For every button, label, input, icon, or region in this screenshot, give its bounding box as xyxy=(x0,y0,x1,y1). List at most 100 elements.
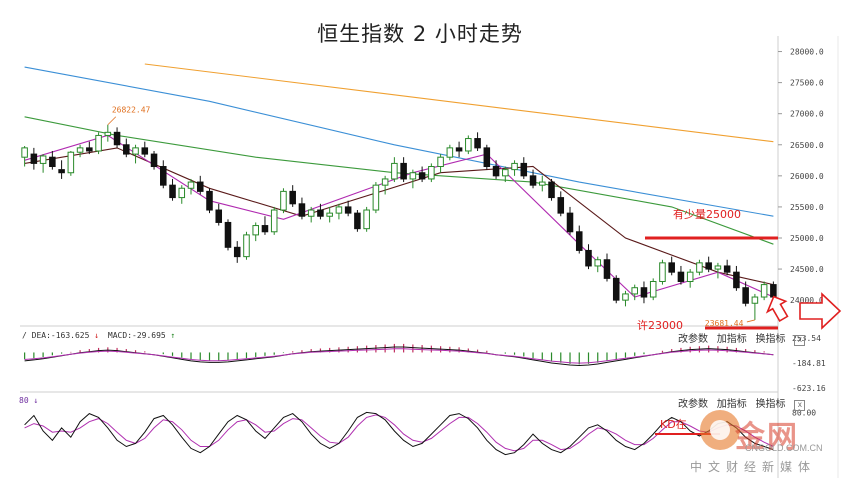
candle-body xyxy=(307,209,315,217)
candle-body xyxy=(585,249,592,267)
add-indicator-button[interactable]: 加指标 xyxy=(716,334,747,345)
candle-body xyxy=(575,231,583,251)
low-annotation: 23681.44 xyxy=(705,319,744,328)
candle-body xyxy=(770,284,777,298)
macd-panel-buttons: 改参数 加指标 换指标 x xyxy=(678,330,811,346)
candle-body xyxy=(723,265,731,273)
candle-body xyxy=(483,147,491,168)
candle-body xyxy=(640,287,648,298)
candle-body xyxy=(196,181,204,192)
high-marker-line xyxy=(107,116,117,126)
candle-body xyxy=(696,262,703,273)
down-arrow-icon xyxy=(765,295,789,322)
candle-body xyxy=(474,138,481,149)
candle-body xyxy=(381,178,389,186)
candle-body xyxy=(622,293,629,301)
low-marker-line xyxy=(746,319,755,323)
candle-body xyxy=(566,212,574,233)
price-axis-label: 26500.0 xyxy=(790,141,824,150)
switch-indicator-button-kd[interactable]: 换指标 xyxy=(755,399,786,410)
candle-body xyxy=(30,153,38,164)
price-axis-label: 25500.0 xyxy=(790,203,824,212)
candle-body xyxy=(659,262,666,282)
kd-annotation: KD在 xyxy=(660,418,687,431)
candle-body xyxy=(400,162,407,180)
close-panel-icon-kd[interactable]: x xyxy=(794,400,806,411)
price-axis-label: 24000.0 xyxy=(790,296,824,305)
macd-value: MACD:-29.695 xyxy=(107,331,166,340)
candle-body xyxy=(224,221,232,248)
candle-body xyxy=(95,134,102,152)
candle-body xyxy=(169,184,176,199)
candle-body xyxy=(677,271,685,282)
candle-body xyxy=(354,212,361,230)
candle-body xyxy=(649,280,657,298)
candle-body xyxy=(455,147,463,152)
candle-body xyxy=(631,287,638,295)
candle-body xyxy=(150,153,158,168)
macd-axis-label: 253.54 xyxy=(792,334,821,343)
resistance-annotation: 有少量25000 xyxy=(673,207,741,221)
moving-average-orange xyxy=(144,63,774,143)
candle-body xyxy=(594,259,602,267)
candle-body xyxy=(760,284,768,298)
kd-d-line xyxy=(24,414,774,452)
candle-body xyxy=(39,155,47,164)
candle-body xyxy=(529,175,537,186)
right-arrow-icon xyxy=(799,292,842,330)
candle-body xyxy=(705,262,712,270)
watermark-subtitle: 中文财经新媒体 xyxy=(690,460,817,474)
candle-body xyxy=(548,181,555,199)
candle-body xyxy=(511,162,518,171)
candle-body xyxy=(492,166,500,177)
close-panel-icon[interactable]: x xyxy=(794,335,806,346)
price-axis-label: 24500.0 xyxy=(790,265,824,274)
candle-body xyxy=(160,166,167,186)
candle-body xyxy=(289,190,296,205)
price-axis-label: 27000.0 xyxy=(790,110,824,119)
watermark-name: 金网 xyxy=(735,420,799,455)
candle-body xyxy=(714,265,722,270)
candle-body xyxy=(446,147,454,158)
kd-panel-buttons: 改参数 加指标 换指标 x xyxy=(678,395,811,411)
candle-body xyxy=(21,147,28,158)
change-params-button[interactable]: 改参数 xyxy=(678,334,708,345)
candle-body xyxy=(742,287,749,304)
candle-body xyxy=(261,225,269,233)
candle-body xyxy=(372,184,380,211)
candle-body xyxy=(270,209,278,233)
candle-body xyxy=(751,296,759,304)
moving-average-blue xyxy=(24,66,774,217)
dea-value: DEA:-163.625 xyxy=(31,331,90,340)
candle-body xyxy=(206,190,213,211)
candle-body xyxy=(298,203,306,217)
candle-body xyxy=(132,147,139,155)
candle-body xyxy=(603,259,611,279)
candle-body xyxy=(344,206,352,214)
high-annotation: 26822.47 xyxy=(112,106,151,115)
candle-body xyxy=(335,206,343,214)
switch-indicator-button[interactable]: 换指标 xyxy=(755,334,786,345)
watermark-logo-icon xyxy=(700,410,740,450)
candle-body xyxy=(539,181,546,186)
candle-body xyxy=(418,172,426,180)
price-axis-label: 27500.0 xyxy=(790,79,824,88)
candle-body xyxy=(465,138,472,152)
moving-average-purple xyxy=(24,134,774,298)
macd-axis-label: -623.16 xyxy=(792,384,826,393)
kd-indicator-label: 80 ↓ xyxy=(19,396,39,405)
candle-body xyxy=(326,212,333,217)
candle-body xyxy=(391,162,398,180)
change-params-button-kd[interactable]: 改参数 xyxy=(678,399,708,410)
chart-title: 恒生指数 2 小时走势 xyxy=(317,22,523,46)
candle-body xyxy=(123,144,130,155)
kd-k-line xyxy=(24,411,774,456)
candle-body xyxy=(612,277,620,301)
candle-body xyxy=(141,147,149,155)
candle-body xyxy=(233,246,241,258)
add-indicator-button-kd[interactable]: 加指标 xyxy=(716,399,747,410)
kd-axis-label: 80.00 xyxy=(792,408,816,417)
candle-body xyxy=(113,131,121,146)
